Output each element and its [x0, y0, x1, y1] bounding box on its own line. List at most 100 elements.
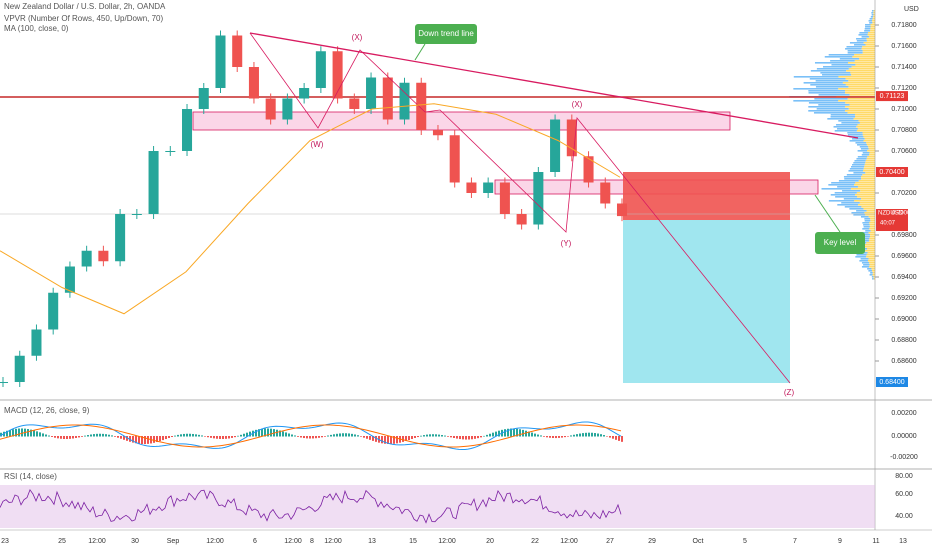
profile-bar	[866, 142, 875, 144]
macd-label: 0.00200	[891, 410, 916, 417]
profile-bar	[869, 274, 873, 276]
time-label: 23	[1, 538, 9, 545]
countdown: 40:07	[880, 221, 896, 227]
profile-bar	[868, 240, 875, 242]
histogram	[600, 434, 602, 437]
candle	[349, 98, 360, 109]
price-badge	[876, 91, 908, 102]
histogram	[219, 436, 221, 439]
profile-bar	[849, 140, 864, 142]
histogram	[138, 436, 140, 444]
histogram	[525, 430, 527, 437]
profile-bar	[847, 112, 875, 114]
profile-bar	[871, 276, 874, 278]
profile-bar	[853, 214, 866, 216]
histogram	[108, 434, 110, 437]
profile-bar	[869, 222, 875, 224]
profile-bar	[868, 20, 873, 22]
profile-bar	[864, 212, 875, 214]
histogram	[414, 436, 416, 438]
candle	[600, 182, 611, 204]
histogram	[258, 429, 260, 437]
profile-bar	[862, 46, 875, 48]
profile-bar	[816, 68, 849, 70]
profile-bar	[864, 28, 871, 30]
histogram	[444, 435, 446, 437]
histogram	[90, 434, 92, 437]
profile-bar	[856, 158, 867, 160]
profile-bar	[866, 40, 875, 42]
profile-bar	[861, 240, 869, 242]
histogram	[66, 436, 68, 440]
profile-bar	[853, 118, 875, 120]
candle	[332, 51, 343, 99]
profile-bar	[856, 40, 867, 42]
histogram	[495, 431, 497, 437]
profile-bar	[862, 228, 870, 230]
histogram	[267, 428, 269, 437]
histogram	[288, 433, 290, 437]
profile-bar	[820, 72, 851, 74]
histogram	[576, 434, 578, 437]
histogram	[126, 436, 128, 441]
profile-bar	[827, 118, 854, 120]
histogram	[156, 436, 158, 443]
profile-bar	[868, 148, 875, 150]
histogram	[42, 433, 44, 437]
profile-bar	[863, 168, 875, 170]
histogram	[312, 436, 314, 439]
histogram	[432, 434, 434, 437]
histogram	[141, 436, 143, 445]
profile-bar	[866, 38, 875, 40]
profile-bar	[845, 78, 875, 80]
candle	[282, 98, 293, 120]
histogram	[9, 429, 11, 437]
profile-bar	[869, 266, 875, 268]
profile-bar	[848, 170, 864, 172]
profile-bar	[867, 32, 875, 34]
profile-bar	[838, 120, 859, 122]
histogram	[351, 433, 353, 437]
candles	[0, 30, 628, 387]
histogram	[291, 434, 293, 437]
rsi-label: 60.00	[895, 491, 913, 498]
histogram	[231, 436, 233, 438]
profile-bar	[867, 150, 875, 152]
profile-bar	[854, 184, 875, 186]
profile-bar	[869, 228, 875, 230]
profile-bar	[867, 248, 875, 250]
candle	[148, 151, 159, 214]
profile-bar	[862, 50, 875, 52]
zone	[192, 111, 731, 131]
histogram	[318, 436, 320, 438]
histogram	[513, 428, 515, 437]
profile-bar	[850, 188, 875, 190]
profile-bar	[857, 144, 867, 146]
profile-bar	[854, 60, 875, 62]
histogram	[474, 436, 476, 439]
profile-bar	[868, 216, 875, 218]
profile-bar	[858, 180, 875, 182]
candle	[382, 77, 393, 120]
histogram	[384, 436, 386, 444]
histogram	[387, 436, 389, 445]
histogram	[381, 436, 383, 444]
histogram	[285, 432, 287, 437]
ma-line	[0, 103, 621, 315]
profile-bar	[838, 76, 875, 78]
profile-bar	[808, 110, 845, 112]
indicator-title: MA (100, close, 0)	[4, 24, 69, 33]
profile-bar	[870, 28, 875, 30]
candle	[64, 266, 75, 293]
histogram	[585, 432, 587, 437]
profile-bar	[854, 44, 866, 46]
profile-bar	[833, 126, 857, 128]
histogram	[33, 430, 35, 437]
callout-text: Key level	[824, 238, 857, 247]
histogram	[555, 436, 557, 439]
profile-bar	[851, 166, 865, 168]
histogram	[147, 436, 149, 444]
profile-bar	[868, 36, 875, 38]
histogram	[174, 435, 176, 437]
profile-bar	[853, 172, 866, 174]
